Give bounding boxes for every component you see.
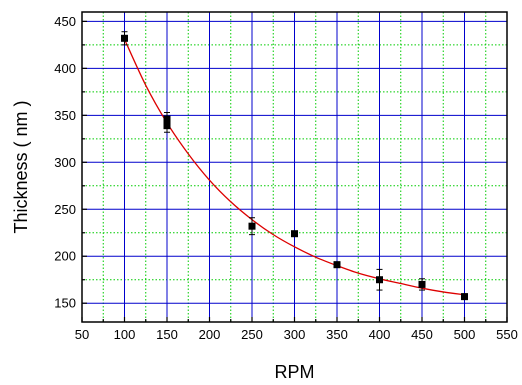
data-point (291, 230, 298, 238)
x-tick-label: 400 (369, 327, 391, 342)
x-tick-label: 350 (326, 327, 348, 342)
fit-curve-layer (123, 38, 465, 296)
x-tick-label: 250 (241, 327, 263, 342)
x-tick-label: 50 (75, 327, 89, 342)
data-point (163, 122, 171, 130)
y-tick-label: 300 (54, 155, 76, 170)
data-point (418, 280, 426, 288)
x-tick-label: 200 (199, 327, 221, 342)
grid (82, 12, 507, 322)
x-tick-label: 450 (411, 327, 433, 342)
x-tick-labels: 50 100 150 200 250 300 350 400 450 500 550 (75, 327, 518, 342)
data-point (163, 115, 171, 123)
data-point (248, 222, 256, 230)
data-point (121, 34, 128, 42)
data-point (376, 276, 383, 284)
y-tick-label: 450 (54, 14, 76, 29)
y-tick-label: 250 (54, 202, 76, 217)
x-axis-title: RPM (275, 362, 315, 382)
y-tick-labels: 150 200 250 300 350 400 450 (54, 14, 76, 311)
y-tick-label: 400 (54, 61, 76, 76)
data-point (461, 293, 468, 301)
y-tick-label: 350 (54, 108, 76, 123)
x-tick-label: 100 (114, 327, 136, 342)
data-point (333, 261, 341, 269)
x-tick-label: 300 (284, 327, 306, 342)
y-tick-label: 200 (54, 249, 76, 264)
axis-ticks (81, 20, 508, 322)
x-tick-label: 150 (156, 327, 178, 342)
y-tick-label: 150 (54, 296, 76, 311)
y-axis-title: Thickness ( nm ) (11, 100, 31, 233)
data-points (121, 34, 468, 301)
x-tick-label: 500 (454, 327, 476, 342)
x-tick-label: 550 (496, 327, 518, 342)
fit-curve (123, 38, 465, 296)
